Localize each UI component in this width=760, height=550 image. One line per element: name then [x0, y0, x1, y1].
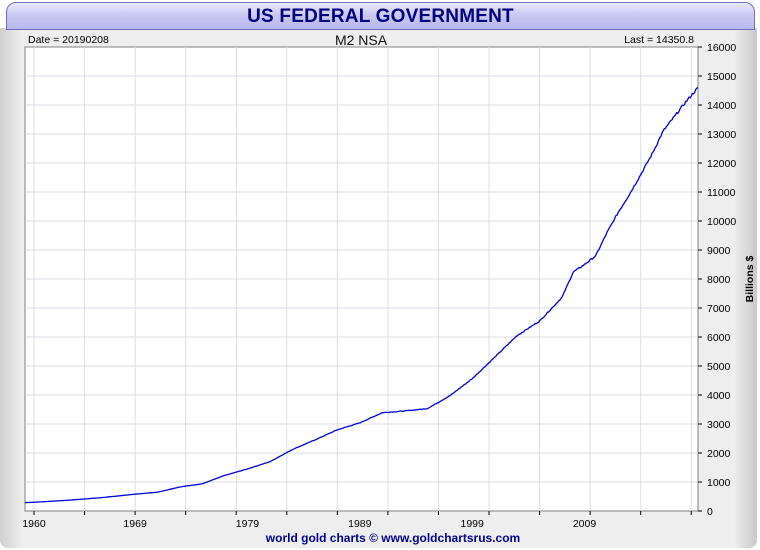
y-tick-label: 0: [707, 506, 713, 518]
y-tick-label: 16000: [707, 42, 736, 54]
y-tick-label: 11000: [707, 187, 736, 199]
y-tick-label: 6000: [707, 332, 731, 344]
y-tick-label: 13000: [707, 129, 736, 141]
axis-ticks: 0 1000 2000 3000 4000 5000 6000 7000 8000 9000 100…: [22, 42, 736, 530]
date-label: Date = 20190208: [28, 34, 109, 46]
y-axis-label: Billions $: [744, 256, 756, 303]
y-tick-label: 5000: [707, 361, 731, 373]
y-tick-label: 4000: [707, 390, 731, 402]
chart-subtitle: M2 NSA: [335, 32, 388, 48]
x-tick-label: 1989: [348, 518, 372, 530]
page-title: US FEDERAL GOVERNMENT: [247, 6, 514, 27]
y-tick-label: 7000: [707, 303, 731, 315]
y-tick-label: 15000: [707, 71, 736, 83]
x-tick-label: 1969: [123, 518, 147, 530]
y-tick-label: 9000: [707, 245, 731, 257]
x-tick-label: 1960: [22, 518, 46, 530]
y-tick-label: 8000: [707, 274, 731, 286]
y-tick-label: 12000: [707, 158, 736, 170]
y-tick-label: 2000: [707, 448, 731, 460]
x-tick-label: 2009: [573, 518, 597, 530]
x-tick-label: 1979: [236, 518, 260, 530]
y-tick-label: 10000: [707, 216, 736, 228]
y-tick-label: 14000: [707, 100, 736, 112]
last-value-label: Last = 14350.8: [624, 34, 694, 46]
credit-label: world gold charts © www.goldchartsrus.co…: [265, 531, 520, 545]
series-group: [24, 87, 699, 504]
grid-lines: [25, 47, 698, 511]
title-bar: US FEDERAL GOVERNMENT: [6, 2, 755, 30]
y-tick-label: 1000: [707, 477, 731, 489]
series-line: [24, 87, 699, 504]
x-tick-label: 1999: [460, 518, 484, 530]
y-tick-label: 3000: [707, 419, 731, 431]
